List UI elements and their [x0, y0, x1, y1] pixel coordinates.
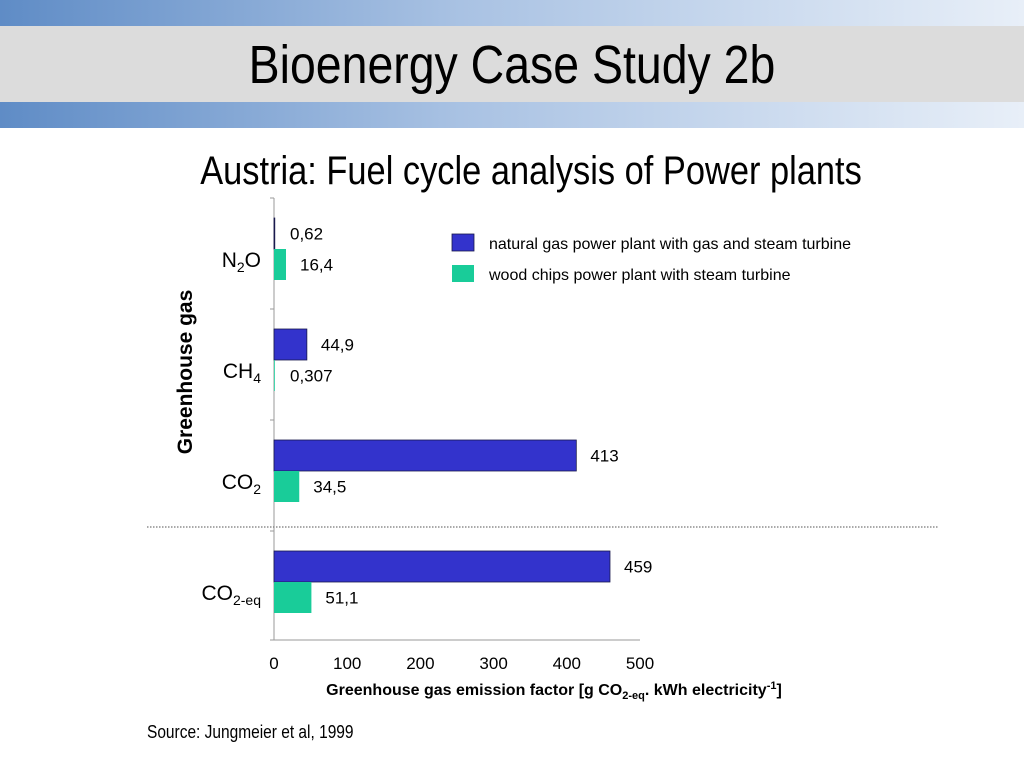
- source-citation: Source: Jungmeier et al, 1999: [147, 722, 354, 742]
- data-label: 34,5: [313, 478, 346, 497]
- chart-subtitle: Austria: Fuel cycle analysis of Power pl…: [200, 149, 862, 193]
- header-title-bar: [0, 26, 1024, 102]
- data-label: 459: [624, 558, 652, 577]
- data-label: 413: [590, 447, 618, 466]
- bar: [274, 471, 300, 502]
- data-label: 44,9: [321, 336, 354, 355]
- legend-swatch: [451, 233, 475, 252]
- data-label: 51,1: [325, 589, 358, 608]
- bar: [273, 217, 276, 250]
- data-label: 16,4: [300, 256, 333, 275]
- bar: [273, 328, 308, 361]
- bar: [273, 439, 577, 472]
- bar: [274, 582, 312, 613]
- slide-title: Bioenergy Case Study 2b: [248, 35, 776, 95]
- legend-label: wood chips power plant with steam turbin…: [488, 267, 791, 284]
- bar: [274, 360, 275, 391]
- bar: [274, 249, 287, 280]
- x-tick-label: 400: [553, 654, 581, 673]
- category-label: CO2-eq: [201, 582, 261, 608]
- header-gradient-band-top: [0, 0, 1024, 26]
- x-tick-label: 500: [626, 654, 654, 673]
- category-label: CO2: [222, 471, 262, 497]
- y-axis-title: Greenhouse gas: [174, 290, 197, 455]
- legend-swatch: [452, 265, 474, 282]
- data-label: 0,307: [290, 367, 333, 386]
- header-gradient-band-bottom: [0, 102, 1024, 128]
- category-label: CH4: [223, 360, 261, 386]
- x-axis-title: Greenhouse gas emission factor [g CO2-eq…: [326, 680, 782, 702]
- x-tick-label: 200: [406, 654, 434, 673]
- data-label: 0,62: [290, 225, 323, 244]
- x-tick-label: 0: [269, 654, 278, 673]
- x-tick-label: 300: [479, 654, 507, 673]
- x-tick-label: 100: [333, 654, 361, 673]
- category-label: N2O: [222, 249, 261, 275]
- bar: [273, 550, 611, 583]
- legend-label: natural gas power plant with gas and ste…: [489, 236, 851, 253]
